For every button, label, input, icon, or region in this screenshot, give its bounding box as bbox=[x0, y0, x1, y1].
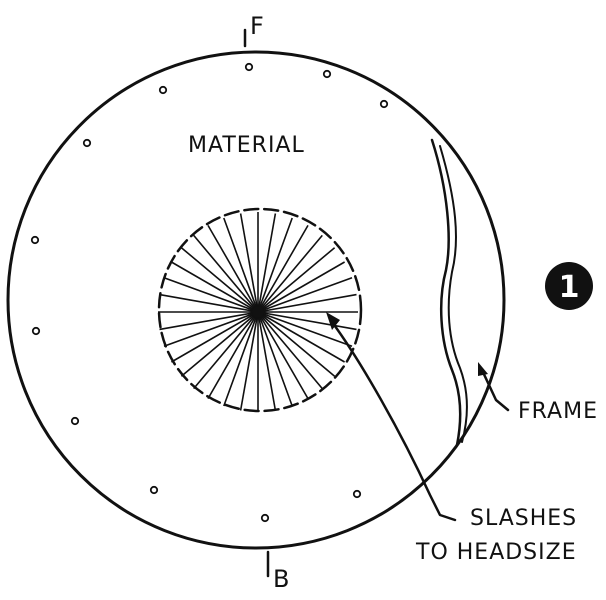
frame-leader-line bbox=[480, 368, 510, 412]
radial-slash bbox=[257, 311, 309, 400]
radial-slash bbox=[257, 217, 293, 313]
rim-hole bbox=[158, 85, 168, 95]
frame-label: FRAME bbox=[518, 399, 598, 424]
slashes-arrowhead bbox=[326, 312, 340, 330]
rim-hole bbox=[82, 138, 92, 148]
radial-slash bbox=[163, 277, 259, 313]
rim-hole bbox=[260, 513, 270, 523]
radial-slash bbox=[257, 261, 346, 313]
headsize-circle bbox=[157, 207, 363, 413]
frame-curve-outer bbox=[439, 145, 468, 443]
radial-slash bbox=[257, 311, 323, 390]
radial-slash bbox=[257, 234, 323, 313]
frame-curve bbox=[430, 138, 462, 447]
step-badge bbox=[545, 262, 593, 310]
radial-slash bbox=[257, 311, 357, 331]
radial-slash bbox=[163, 311, 259, 347]
radial-slash bbox=[170, 261, 259, 313]
material-circle bbox=[6, 50, 506, 550]
radial-slash bbox=[159, 293, 259, 313]
rim-hole bbox=[379, 99, 389, 109]
radial-slash bbox=[257, 247, 336, 313]
radial-slash bbox=[207, 311, 259, 400]
radial-slash bbox=[193, 234, 259, 313]
radial-slash bbox=[239, 311, 259, 411]
radial-slash bbox=[257, 311, 293, 407]
radial-slash bbox=[257, 311, 353, 347]
radial-slash bbox=[257, 293, 357, 313]
slashes-label-line2: TO HEADSIZE bbox=[415, 540, 577, 565]
radial-slash bbox=[180, 247, 259, 313]
back-label: B bbox=[273, 565, 290, 593]
rim-hole bbox=[352, 489, 362, 499]
radial-slash bbox=[207, 224, 259, 313]
rim-hole bbox=[30, 235, 40, 245]
radial-slash bbox=[223, 311, 259, 407]
radial-slash bbox=[223, 217, 259, 313]
rim-hole bbox=[70, 416, 80, 426]
rim-hole bbox=[31, 326, 41, 336]
radial-slash bbox=[257, 277, 353, 313]
material-label: MATERIAL bbox=[188, 133, 305, 158]
radial-slash bbox=[257, 311, 336, 377]
step-number: 1 bbox=[559, 270, 580, 305]
radial-slash bbox=[170, 311, 259, 363]
radial-slash bbox=[257, 311, 346, 363]
front-label: F bbox=[250, 12, 265, 40]
rim-hole bbox=[244, 62, 254, 72]
rim-hole bbox=[149, 485, 159, 495]
slashes-leader-line bbox=[330, 320, 457, 522]
frame-arrowhead bbox=[478, 362, 488, 376]
radial-slash bbox=[257, 311, 277, 411]
radial-slash bbox=[257, 224, 309, 313]
radial-slash bbox=[180, 311, 259, 377]
rim-holes bbox=[30, 62, 389, 523]
slashes-label-line1: SLASHES bbox=[470, 506, 577, 531]
radial-slash bbox=[257, 213, 277, 313]
radial-slashes bbox=[158, 212, 358, 412]
radial-slash bbox=[239, 213, 259, 313]
radial-slash bbox=[159, 311, 259, 331]
radial-slash bbox=[193, 311, 259, 390]
rim-hole bbox=[322, 69, 332, 79]
slash-hub bbox=[252, 306, 264, 318]
